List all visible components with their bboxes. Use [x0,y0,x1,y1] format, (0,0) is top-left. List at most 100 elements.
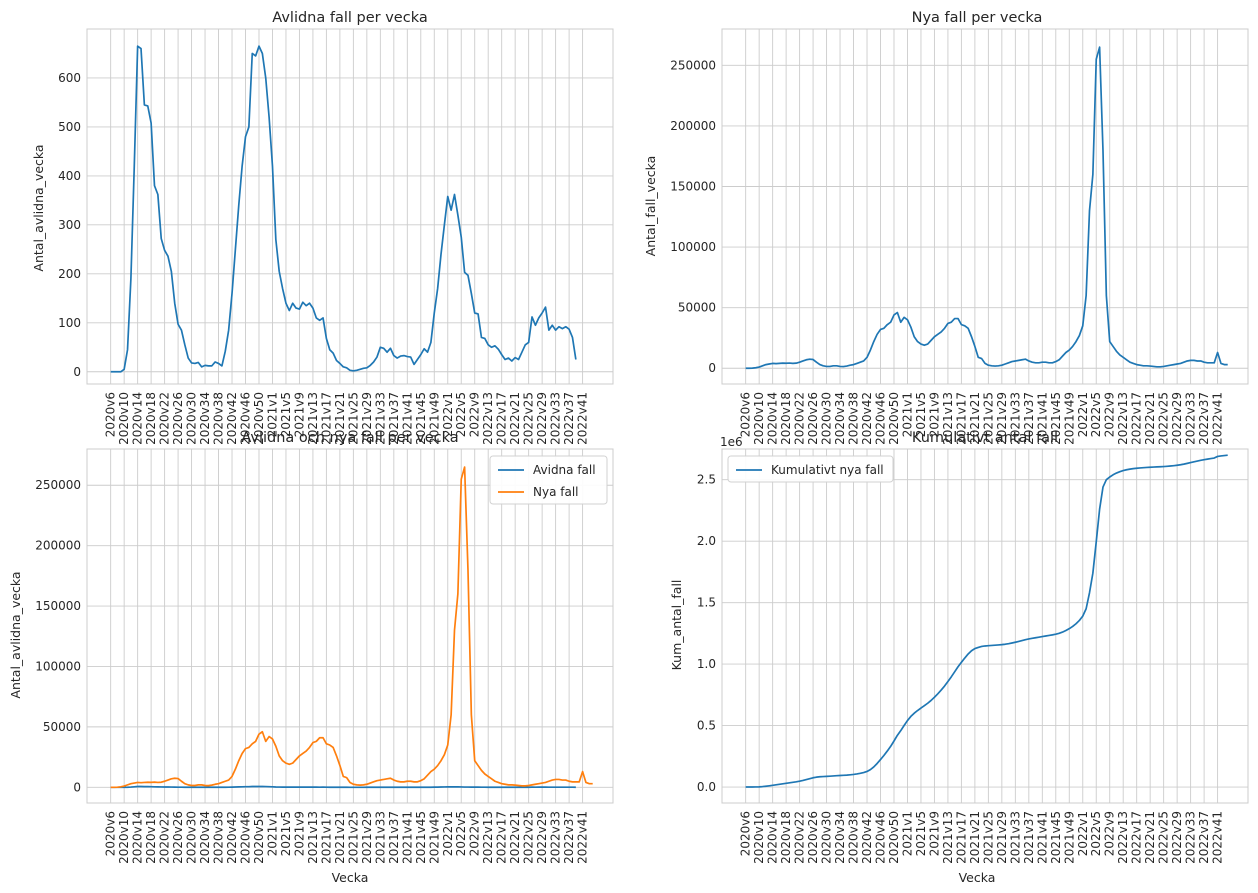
legend-entry: Avidna fall [533,463,596,477]
subplot-deaths-per-week: Avlidna fall per vecka Antal_avlidna_vec… [31,10,614,445]
y-offset-label: 1e6 [720,435,743,449]
x-tick-label: 2022v37 [1197,392,1211,445]
x-tick-label: 2022v25 [1157,811,1171,864]
x-tick-label: 2021v17 [954,392,968,445]
x-tick-label: 2022v21 [508,392,522,445]
x-tick-label: 2020v6 [739,811,753,856]
x-tick-label: 2022v1 [1076,392,1090,437]
y-axis-label: Antal_avlidna_vecka [31,144,46,271]
x-tick-label: 2020v50 [887,811,901,864]
x-tick-label: 2022v17 [1130,811,1144,864]
x-tick-label: 2022v13 [481,392,495,445]
x-tick-label: 2021v5 [914,811,928,856]
x-tick-label: 2021v5 [279,811,293,856]
x-tick-label: 2022v33 [1184,811,1198,864]
x-tick-label: 2020v38 [212,811,226,864]
series-line-nya-fall [110,466,593,789]
x-tick-label: 2022v29 [1170,392,1184,445]
x-tick-label: 2022v33 [1184,392,1198,445]
x-tick-label: 2021v17 [954,811,968,864]
x-tick-label: 2021v1 [900,811,914,856]
x-tick-label: 2022v41 [1211,811,1225,864]
x-tick-label: 2022v13 [481,811,495,864]
x-axis-label: Vecka [332,870,369,885]
x-tick-label: 2022v25 [522,811,536,864]
x-tick-label: 2022v25 [1157,392,1171,445]
y-tick-label: 50000 [43,720,81,734]
x-tick-label: 2021v13 [941,392,955,445]
series-line-avlidna-fall [110,45,577,373]
x-tick-label: 2020v30 [185,392,199,445]
x-tick-label: 2022v13 [1116,392,1130,445]
x-tick-label: 2021v49 [1062,811,1076,864]
x-tick-label: 2020v42 [225,811,239,864]
x-tick-label: 2020v10 [752,392,766,445]
x-tick-label: 2020v30 [185,811,199,864]
y-tick-label: 250000 [670,58,716,72]
x-tick-label: 2020v30 [820,811,834,864]
y-tick-label: 50000 [678,301,716,315]
x-tick-label: 2020v18 [144,811,158,864]
plot-area [721,448,1249,804]
x-tick-label: 2021v25 [346,811,360,864]
x-tick-label: 2021v45 [1049,392,1063,445]
x-tick-label: 2021v5 [279,392,293,437]
x-tick-label: 2020v26 [171,811,185,864]
x-tick-label: 2021v41 [400,392,414,445]
x-tick-label: 2022v37 [562,811,576,864]
x-tick-label: 2021v37 [387,392,401,445]
x-tick-label: 2021v25 [981,811,995,864]
x-tick-label: 2022v9 [468,811,482,856]
x-tick-label: 2022v17 [495,811,509,864]
x-tick-label: 2020v46 [239,811,253,864]
x-tick-label: 2022v21 [1143,811,1157,864]
x-tick-label: 2021v1 [265,811,279,856]
x-tick-label: 2022v5 [1089,392,1103,437]
x-tick-label: 2021v37 [387,811,401,864]
x-tick-label: 2020v38 [847,811,861,864]
x-tick-label: 2022v29 [535,392,549,445]
x-tick-label: 2022v1 [441,392,455,437]
legend [727,455,894,483]
x-tick-label: 2021v25 [346,392,360,445]
y-tick-label: 0 [708,361,716,375]
x-tick-label: 2022v29 [535,811,549,864]
x-tick-label: 2021v33 [1008,811,1022,864]
x-tick-label: 2020v50 [887,392,901,445]
x-tick-label: 2021v5 [914,392,928,437]
x-tick-label: 2022v17 [1130,392,1144,445]
x-tick-label: 2021v33 [373,392,387,445]
x-tick-label: 2021v37 [1022,811,1036,864]
x-tick-label: 2020v6 [739,392,753,437]
x-tick-label: 2020v34 [198,392,212,445]
x-tick-label: 2021v9 [292,811,306,856]
y-tick-label: 400 [58,169,81,183]
legend-entry: Nya fall [533,485,579,499]
x-tick-label: 2021v45 [414,392,428,445]
chart-title: Nya fall per vecka [912,10,1043,26]
x-tick-label: 2021v1 [265,392,279,437]
x-tick-label: 2022v13 [1116,811,1130,864]
y-tick-label: 2.5 [697,473,716,487]
x-tick-label: 2021v29 [360,392,374,445]
x-tick-label: 2022v9 [1103,811,1117,856]
x-tick-label: 2020v6 [104,392,118,437]
x-tick-label: 2021v29 [360,811,374,864]
x-tick-label: 2021v21 [968,392,982,445]
x-tick-label: 2020v10 [752,811,766,864]
subplot-new-cases-per-week: Nya fall per vecka Antal_fall_vecka 2020… [643,10,1249,445]
x-tick-label: 2021v33 [1008,392,1022,445]
chart-title: Avlidna och nya fall per vecka [241,430,458,446]
subplot-cumulative-cases: Kum_antal_fall Vecka 1e6 2020v6 2020v10 20… [669,435,1249,885]
y-tick-label: 500 [58,120,81,134]
y-tick-label: 200 [58,267,81,281]
x-tick-label: 2020v14 [131,392,145,445]
x-tick-label: 2021v21 [968,811,982,864]
x-tick-label: 2021v17 [319,811,333,864]
x-tick-label: 2020v22 [793,811,807,864]
x-tick-label: 2021v21 [333,811,347,864]
y-tick-label: 200000 [35,539,81,553]
y-tick-label: 1.0 [697,657,716,671]
x-tick-label: 2022v5 [454,811,468,856]
x-tick-label: 2021v41 [400,811,414,864]
